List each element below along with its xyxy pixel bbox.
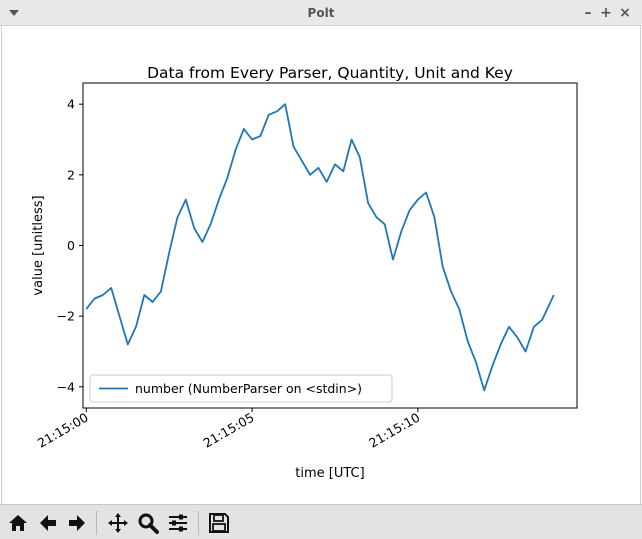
zoom-icon	[138, 513, 159, 534]
toolbar-separator	[96, 511, 97, 535]
forward-button[interactable]	[64, 510, 90, 536]
y-tick-label: −4	[57, 379, 75, 394]
back-icon	[40, 515, 56, 531]
home-icon	[9, 515, 27, 531]
legend-entry: number (NumberParser on <stdin>)	[135, 381, 362, 396]
window-menu-icon[interactable]	[6, 5, 22, 21]
pan-button[interactable]	[105, 510, 131, 536]
toolbar-separator	[198, 511, 199, 535]
configure-subplots-button[interactable]	[165, 510, 191, 536]
maximize-icon[interactable]: +	[600, 5, 612, 21]
forward-icon	[69, 515, 85, 531]
x-tick-label: 21:15:05	[200, 410, 256, 451]
legend-box	[89, 374, 393, 403]
y-axis-label: value [unitless]	[31, 195, 46, 295]
zoom-button[interactable]	[135, 510, 161, 536]
x-axis-label: time [UTC]	[295, 466, 364, 481]
save-icon	[209, 513, 229, 533]
minimize-icon[interactable]: –	[584, 5, 592, 21]
close-icon[interactable]: ×	[619, 5, 631, 21]
y-tick-label: 2	[67, 167, 75, 182]
series-line	[85, 103, 555, 392]
y-tick-label: 4	[67, 97, 75, 112]
x-tick-label: 21:15:10	[366, 410, 422, 451]
line-chart[interactable]: Data from Every Parser, Quantity, Unit a…	[2, 26, 640, 504]
y-tick-label: 0	[67, 238, 75, 253]
navigation-toolbar	[0, 504, 642, 539]
figure-canvas[interactable]: Data from Every Parser, Quantity, Unit a…	[1, 26, 641, 504]
configure-subplots-icon	[169, 514, 187, 532]
window-title: Polt	[307, 6, 335, 20]
chart-title: Data from Every Parser, Quantity, Unit a…	[147, 64, 513, 82]
x-tick-label: 21:15:00	[35, 410, 91, 451]
y-tick-label: −2	[57, 309, 75, 324]
save-button[interactable]	[206, 510, 232, 536]
plot-area-frame	[82, 82, 578, 409]
pan-icon	[108, 513, 128, 533]
back-button[interactable]	[35, 510, 61, 536]
home-button[interactable]	[5, 510, 31, 536]
window-titlebar: Polt – + ×	[0, 0, 642, 26]
